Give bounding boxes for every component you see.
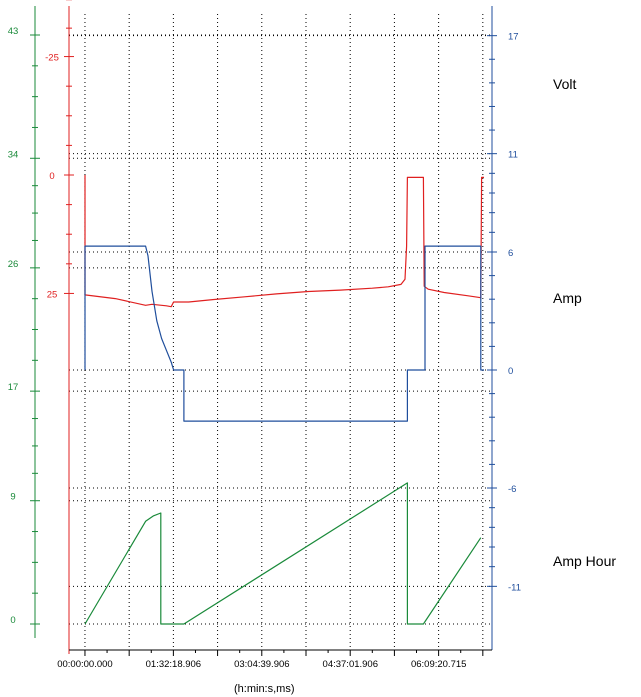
blue-axis-tick-label: -11 [508, 582, 521, 593]
blue-axis-tick-label: 0 [508, 366, 513, 377]
blue-axis-tick-label: -6 [508, 484, 516, 495]
blue-axis-tick-label: 17 [508, 32, 519, 43]
x-axis-tick-label: 00:00:00.000 [57, 659, 112, 670]
series-label-amp: Amp [553, 290, 582, 306]
green-axis-tick-label: 34 [8, 149, 19, 160]
series-label-amp-hour: Amp Hour [553, 553, 617, 569]
series-line-amp [84, 245, 484, 422]
series-line-volt [84, 175, 484, 308]
x-axis-tick-label: 04:37:01.906 [323, 659, 378, 670]
x-axis-tick-label: 01:32:18.906 [146, 659, 201, 670]
green-axis-tick-label: 26 [8, 259, 19, 270]
red-axis-tick-label: 25 [47, 289, 58, 300]
red-axis-tick-label: 0 [49, 171, 54, 182]
series-label-volt: Volt [553, 76, 577, 92]
blue-axis-tick-label: 6 [508, 248, 513, 259]
green-axis-tick-label: 9 [10, 492, 15, 503]
series-line-amp-hour [84, 482, 482, 625]
x-axis-title: (h:min:s,ms) [234, 683, 295, 695]
x-axis-tick-label: 06:09:20.715 [411, 659, 466, 670]
green-axis-tick-label: 0 [10, 615, 15, 626]
blue-axis-tick-label: 11 [508, 150, 518, 161]
green-axis-tick-label: 43 [8, 26, 19, 37]
green-axis-tick-label: 17 [8, 382, 19, 393]
x-axis-tick-label: 03:04:39.906 [234, 659, 289, 670]
red-axis-tick-label: -25 [45, 53, 59, 64]
